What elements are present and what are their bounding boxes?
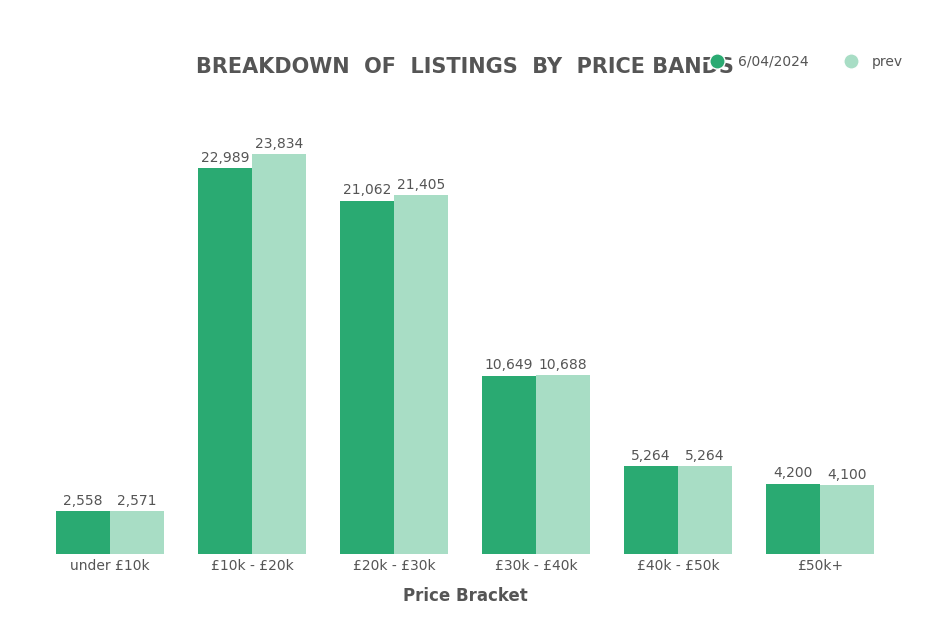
Bar	[394, 195, 448, 554]
Bar	[482, 376, 536, 554]
Bar	[198, 169, 252, 554]
Bar	[678, 466, 732, 554]
Bar	[766, 484, 820, 554]
Bar	[340, 201, 394, 554]
Bar	[110, 511, 164, 554]
Text: 23,834: 23,834	[255, 137, 303, 151]
Legend: 6/04/2024, prev: 6/04/2024, prev	[698, 49, 908, 74]
Text: 4,200: 4,200	[774, 466, 813, 480]
Bar	[536, 375, 590, 554]
Text: 21,405: 21,405	[397, 178, 445, 192]
Text: 22,989: 22,989	[201, 151, 249, 165]
Text: 4,100: 4,100	[828, 468, 867, 482]
Text: 2,558: 2,558	[63, 494, 102, 508]
Text: 5,264: 5,264	[685, 448, 724, 463]
Bar	[252, 154, 306, 554]
Bar	[624, 466, 678, 554]
Bar	[820, 485, 874, 554]
Text: 2,571: 2,571	[117, 494, 156, 508]
Text: 10,649: 10,649	[485, 358, 533, 372]
X-axis label: Price Bracket: Price Bracket	[403, 587, 527, 605]
Title: BREAKDOWN  OF  LISTINGS  BY  PRICE BANDS: BREAKDOWN OF LISTINGS BY PRICE BANDS	[196, 57, 734, 78]
Text: 21,062: 21,062	[343, 184, 392, 197]
Text: 10,688: 10,688	[538, 358, 588, 371]
Text: 5,264: 5,264	[631, 448, 671, 463]
Bar	[56, 512, 110, 554]
